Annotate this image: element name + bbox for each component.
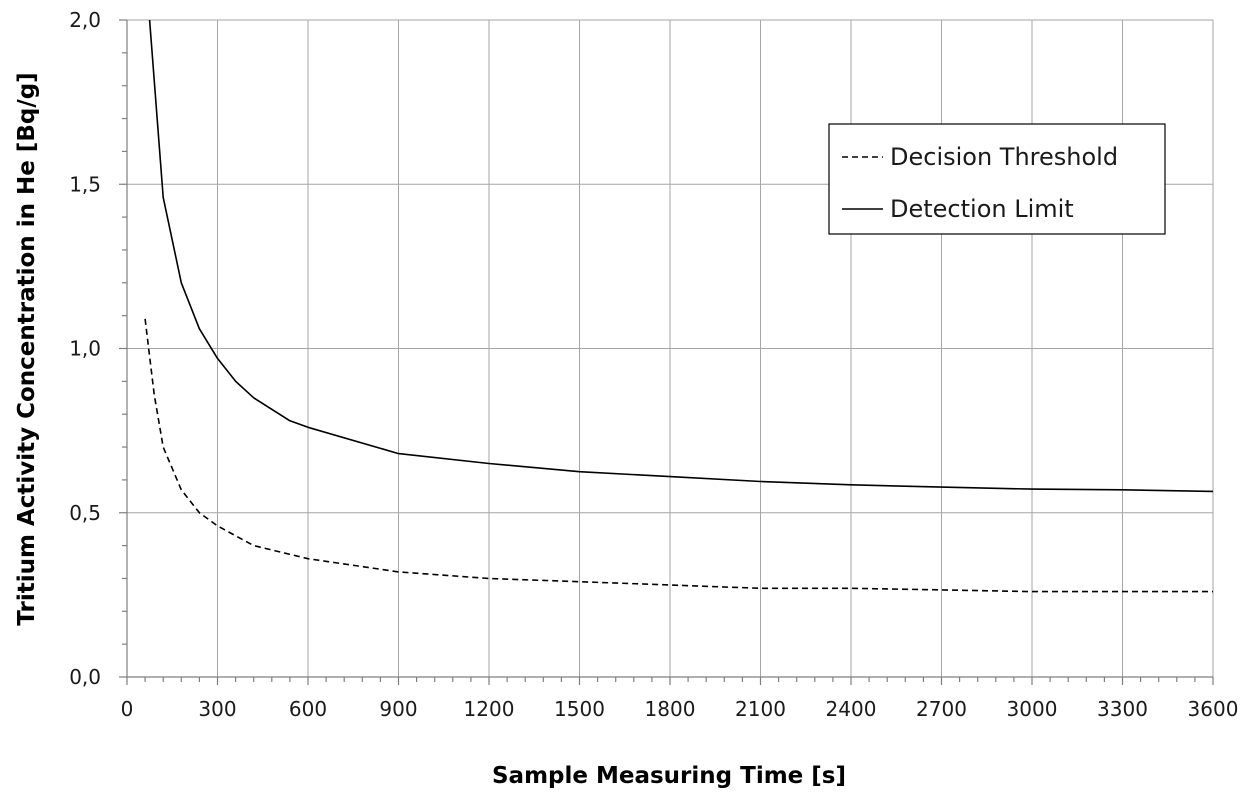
decision-threshold-line: [144, 318, 1213, 593]
x-tick-label: 2700: [916, 697, 967, 721]
x-tick-label: 1500: [554, 697, 605, 721]
x-tick-label: 3600: [1188, 697, 1239, 721]
legend-label-detection-limit: Detection Limit: [890, 195, 1074, 223]
legend-box: [828, 123, 1166, 235]
x-tick-label: 600: [289, 697, 327, 721]
x-tick-label: 2400: [826, 697, 877, 721]
y-tick-label: 0,5: [69, 501, 101, 525]
x-tick-label: 3300: [1097, 697, 1148, 721]
y-tick-label: 1,5: [69, 172, 101, 196]
y-axis-title: Tritium Activity Concentration in He [Bq…: [14, 72, 40, 625]
detection-limit-line: [148, 19, 1214, 493]
axes: 0 300 600 900 1200 1500 1800 2100 2400 2700 3000 33…: [69, 8, 1238, 721]
legend-label-decision-threshold: Decision Threshold: [890, 143, 1118, 171]
x-tick-label: 1200: [464, 697, 515, 721]
x-tick-label: 3000: [1007, 697, 1058, 721]
x-tick-label: 900: [379, 697, 417, 721]
x-tick-label: 1800: [645, 697, 696, 721]
y-tick-label: 0,0: [69, 665, 101, 689]
legend: Decision Threshold Detection Limit: [828, 123, 1166, 235]
x-tick-label: 2100: [735, 697, 786, 721]
x-tick-label: 300: [198, 697, 236, 721]
x-axis-title: Sample Measuring Time [s]: [492, 763, 846, 789]
x-tick-label: 0: [121, 697, 134, 721]
y-tick-label: 1,0: [69, 337, 101, 361]
plot-series: [144, 19, 1214, 593]
y-tick-label: 2,0: [69, 8, 101, 32]
